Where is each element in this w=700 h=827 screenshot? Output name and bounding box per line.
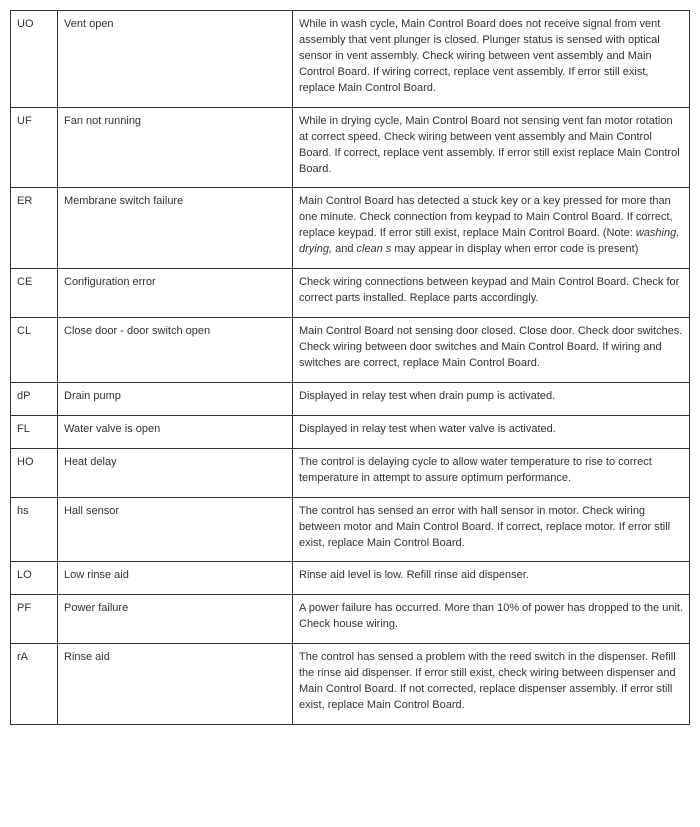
desc-cell: Check wiring connections between keypad … [293, 269, 690, 318]
desc-cell: Displayed in relay test when drain pump … [293, 382, 690, 415]
name-cell: Vent open [58, 11, 293, 108]
desc-cell: Main Control Board has detected a stuck … [293, 188, 690, 269]
name-cell: Fan not running [58, 107, 293, 188]
code-cell: PF [11, 595, 58, 644]
table-row: hsHall sensorThe control has sensed an e… [11, 497, 690, 562]
code-cell: UF [11, 107, 58, 188]
name-cell: Configuration error [58, 269, 293, 318]
name-cell: Rinse aid [58, 644, 293, 725]
name-cell: Low rinse aid [58, 562, 293, 595]
name-cell: Hall sensor [58, 497, 293, 562]
table-row: UOVent openWhile in wash cycle, Main Con… [11, 11, 690, 108]
desc-cell: Main Control Board not sensing door clos… [293, 318, 690, 383]
table-row: PFPower failureA power failure has occur… [11, 595, 690, 644]
table-row: HOHeat delayThe control is delaying cycl… [11, 448, 690, 497]
code-cell: LO [11, 562, 58, 595]
name-cell: Close door - door switch open [58, 318, 293, 383]
table-row: rARinse aidThe control has sensed a prob… [11, 644, 690, 725]
table-row: UFFan not runningWhile in drying cycle, … [11, 107, 690, 188]
table-row: CLClose door - door switch openMain Cont… [11, 318, 690, 383]
desc-cell: Displayed in relay test when water valve… [293, 415, 690, 448]
table-row: FLWater valve is openDisplayed in relay … [11, 415, 690, 448]
error-code-tbody: UOVent openWhile in wash cycle, Main Con… [11, 11, 690, 725]
table-row: CEConfiguration errorCheck wiring connec… [11, 269, 690, 318]
desc-cell: While in wash cycle, Main Control Board … [293, 11, 690, 108]
table-row: LOLow rinse aidRinse aid level is low. R… [11, 562, 690, 595]
code-cell: UO [11, 11, 58, 108]
desc-cell: The control is delaying cycle to allow w… [293, 448, 690, 497]
code-cell: hs [11, 497, 58, 562]
desc-cell: Rinse aid level is low. Refill rinse aid… [293, 562, 690, 595]
code-cell: ER [11, 188, 58, 269]
code-cell: CL [11, 318, 58, 383]
code-cell: CE [11, 269, 58, 318]
desc-cell: The control has sensed an error with hal… [293, 497, 690, 562]
name-cell: Drain pump [58, 382, 293, 415]
code-cell: rA [11, 644, 58, 725]
code-cell: FL [11, 415, 58, 448]
desc-cell: The control has sensed a problem with th… [293, 644, 690, 725]
code-cell: HO [11, 448, 58, 497]
desc-cell: While in drying cycle, Main Control Boar… [293, 107, 690, 188]
table-row: dPDrain pumpDisplayed in relay test when… [11, 382, 690, 415]
name-cell: Water valve is open [58, 415, 293, 448]
code-cell: dP [11, 382, 58, 415]
error-code-table: UOVent openWhile in wash cycle, Main Con… [10, 10, 690, 725]
name-cell: Power failure [58, 595, 293, 644]
desc-cell: A power failure has occurred. More than … [293, 595, 690, 644]
name-cell: Membrane switch failure [58, 188, 293, 269]
table-row: ERMembrane switch failureMain Control Bo… [11, 188, 690, 269]
name-cell: Heat delay [58, 448, 293, 497]
